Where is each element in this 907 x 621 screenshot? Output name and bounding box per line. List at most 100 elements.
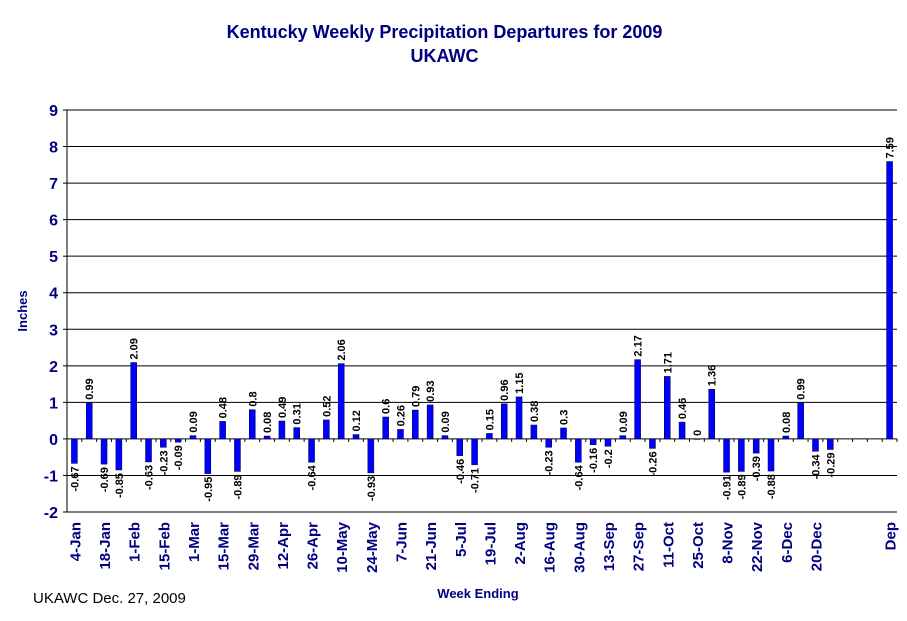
data-label: -0.88 bbox=[766, 474, 778, 499]
footer-credit: UKAWC Dec. 27, 2009 bbox=[33, 590, 186, 607]
data-label: -0.63 bbox=[144, 465, 156, 490]
data-label: 2.09 bbox=[129, 338, 141, 359]
bar bbox=[293, 427, 300, 440]
bar bbox=[323, 419, 330, 440]
data-label: 0 bbox=[692, 430, 704, 436]
data-label: 0.31 bbox=[292, 403, 304, 424]
data-label: 0.3 bbox=[559, 410, 571, 425]
y-tick-label: -1 bbox=[44, 468, 58, 485]
data-label: -0.29 bbox=[825, 453, 837, 478]
bar bbox=[664, 376, 671, 440]
x-tick-label: 11-Oct bbox=[660, 522, 677, 568]
x-tick-label: Dep bbox=[883, 522, 900, 550]
x-tick-label: 8-Nov bbox=[720, 521, 737, 563]
bar bbox=[545, 438, 552, 448]
bar bbox=[234, 438, 241, 472]
bar bbox=[575, 438, 582, 463]
bar bbox=[174, 438, 182, 443]
data-label: -0.64 bbox=[307, 464, 319, 490]
bar bbox=[71, 438, 78, 464]
bar bbox=[767, 438, 775, 472]
bar bbox=[308, 438, 315, 463]
bar bbox=[604, 438, 612, 447]
bar bbox=[85, 402, 93, 440]
x-tick-label: 19-Jul bbox=[482, 522, 499, 565]
bar bbox=[678, 421, 686, 440]
x-axis-title: Week Ending bbox=[437, 586, 518, 601]
data-label: 0.26 bbox=[395, 405, 407, 426]
x-tick-label: 6-Dec bbox=[779, 522, 796, 563]
bar bbox=[708, 388, 715, 440]
bar bbox=[219, 421, 226, 440]
y-tick-label: 7 bbox=[49, 176, 58, 193]
data-label: -0.69 bbox=[99, 467, 111, 492]
data-label: -0.16 bbox=[588, 448, 600, 473]
data-label: 0.49 bbox=[277, 397, 289, 418]
bar bbox=[693, 438, 701, 440]
x-tick-label: 15-Mar bbox=[216, 522, 233, 571]
bar bbox=[100, 438, 108, 465]
y-tick-label: 1 bbox=[49, 395, 58, 412]
data-label: 0.6 bbox=[381, 399, 393, 414]
data-label: -0.39 bbox=[751, 456, 763, 481]
data-label: 0.46 bbox=[677, 398, 689, 419]
x-tick-label: 12-Apr bbox=[275, 522, 292, 570]
x-tick-label: 26-Apr bbox=[305, 522, 322, 570]
data-label: 0.08 bbox=[262, 412, 274, 433]
data-label: 1.36 bbox=[707, 365, 719, 386]
data-label: -0.93 bbox=[366, 476, 378, 501]
data-label: -0.89 bbox=[736, 474, 748, 499]
data-label: -0.34 bbox=[810, 453, 822, 479]
data-label: -0.89 bbox=[232, 474, 244, 499]
x-tick-label: 20-Dec bbox=[808, 522, 825, 571]
x-tick-label: 4-Jan bbox=[67, 522, 84, 561]
bar bbox=[634, 359, 641, 440]
data-label: 0.09 bbox=[440, 411, 452, 432]
data-label: 0.93 bbox=[425, 380, 437, 401]
x-tick-label: 15-Feb bbox=[156, 522, 173, 570]
bar bbox=[278, 420, 286, 440]
x-tick-label: 18-Jan bbox=[97, 522, 114, 570]
data-label: 0.52 bbox=[321, 395, 333, 416]
bar bbox=[145, 438, 152, 463]
data-label: -0.85 bbox=[114, 473, 126, 498]
bar bbox=[130, 362, 137, 440]
y-tick-label: 4 bbox=[49, 286, 58, 303]
data-label: 0.38 bbox=[529, 401, 541, 422]
bar bbox=[352, 434, 360, 440]
y-tick-label: 5 bbox=[49, 249, 58, 266]
bar bbox=[441, 435, 449, 440]
chart-subtitle: UKAWC bbox=[410, 46, 479, 66]
x-tick-label: 5-Jul bbox=[453, 522, 470, 557]
data-label: -0.23 bbox=[544, 450, 556, 475]
y-tick-label: 2 bbox=[49, 359, 58, 376]
bar bbox=[560, 427, 567, 440]
y-axis-title: Inches bbox=[15, 290, 30, 331]
bar bbox=[412, 409, 419, 440]
data-label: 0.15 bbox=[484, 409, 496, 430]
x-tick-label: 7-Jun bbox=[393, 522, 410, 562]
bar bbox=[471, 438, 478, 466]
x-tick-label: 21-Jun bbox=[423, 522, 440, 570]
data-label: 2.17 bbox=[633, 335, 645, 356]
x-tick-label: 1-Feb bbox=[127, 522, 144, 562]
x-tick-label: 25-Oct bbox=[690, 522, 707, 569]
data-label: -0.71 bbox=[470, 468, 482, 493]
bar bbox=[797, 402, 804, 440]
bar bbox=[515, 396, 523, 440]
data-label: -0.46 bbox=[455, 459, 467, 484]
bar bbox=[812, 438, 819, 452]
bar bbox=[204, 438, 212, 474]
data-label: -0.95 bbox=[203, 477, 215, 502]
bar bbox=[486, 433, 493, 440]
data-label: -0.2 bbox=[603, 449, 615, 468]
bar bbox=[249, 409, 256, 440]
data-label: -0.23 bbox=[158, 450, 170, 475]
bar bbox=[752, 438, 760, 454]
data-label: 0.09 bbox=[618, 411, 630, 432]
data-label: 0.09 bbox=[188, 411, 200, 432]
data-label: 7.59 bbox=[885, 137, 897, 158]
x-tick-label: 1-Mar bbox=[186, 522, 203, 562]
y-tick-label: 6 bbox=[49, 213, 58, 230]
data-label: -0.26 bbox=[647, 451, 659, 476]
